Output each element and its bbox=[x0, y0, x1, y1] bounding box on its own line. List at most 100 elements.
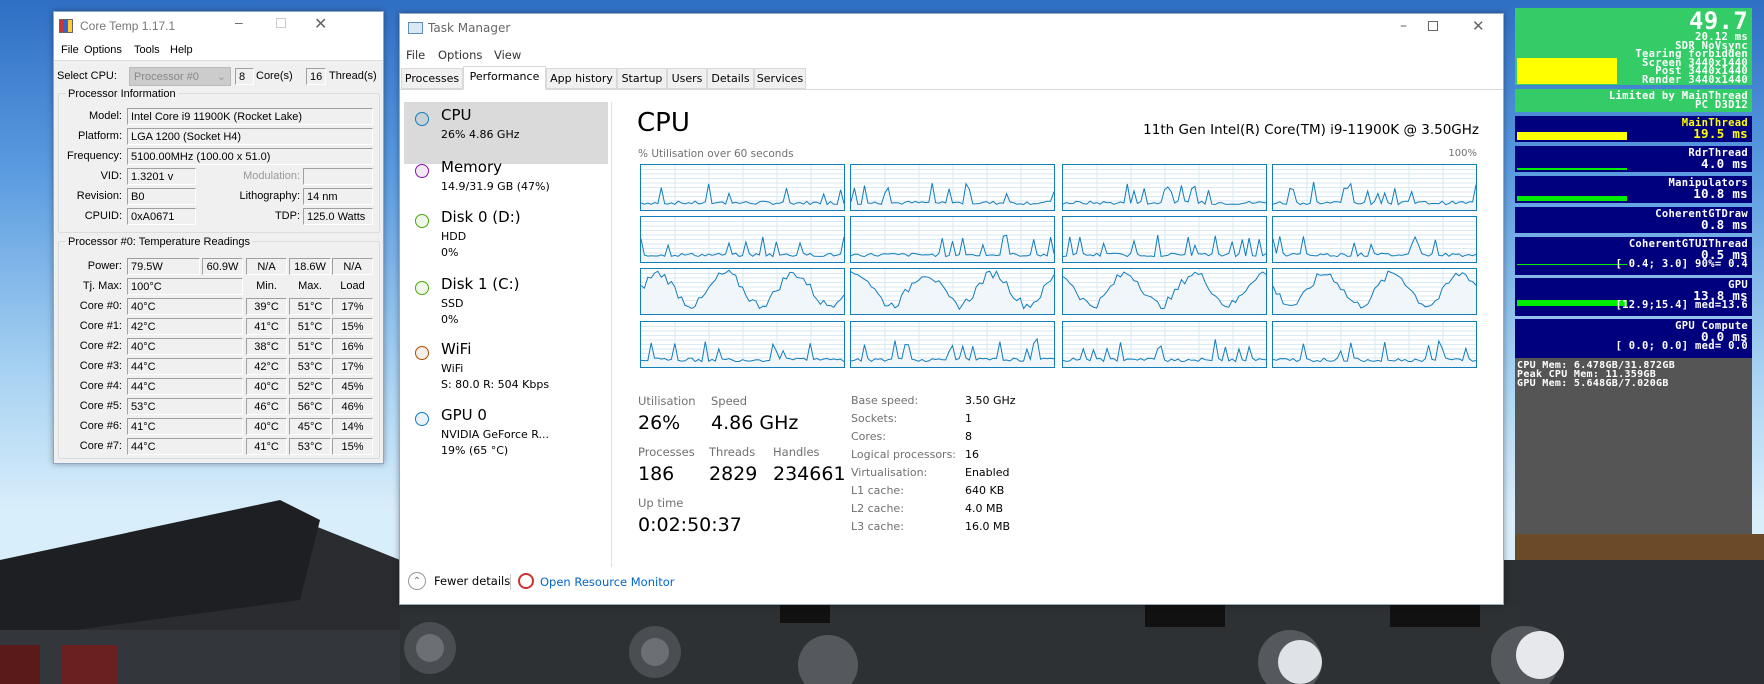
core-load: 16% bbox=[332, 338, 373, 355]
logical-processor-graph bbox=[1062, 268, 1267, 315]
utilisation-area bbox=[1063, 339, 1266, 367]
memory-line: GPU Mem: 5.648GB/7.020GB bbox=[1517, 378, 1669, 389]
detail-value: 16.0 MB bbox=[965, 520, 1011, 533]
threads-label: Threads bbox=[709, 445, 756, 459]
page-title: CPU bbox=[637, 108, 690, 138]
sidebar-item-detail: 14.9/31.9 GB (47%) bbox=[441, 180, 550, 193]
menu-tools[interactable]: Tools bbox=[134, 44, 160, 56]
core-label: Core #5: bbox=[79, 400, 122, 412]
sidebar-item-detail: SSD bbox=[441, 297, 464, 310]
sidebar-divider bbox=[611, 102, 612, 567]
detail-label: L1 cache: bbox=[851, 484, 904, 497]
processes-label: Processes bbox=[638, 445, 695, 459]
menu-options[interactable]: Options bbox=[84, 44, 122, 56]
sidebar-item-name: Disk 1 (C:) bbox=[441, 275, 520, 293]
menu-file[interactable]: File bbox=[61, 44, 79, 56]
detail-value: 3.50 GHz bbox=[965, 394, 1016, 407]
utilisation-line bbox=[850, 182, 1055, 206]
tab-details[interactable]: Details bbox=[707, 68, 754, 89]
minimize-button[interactable]: – bbox=[1400, 18, 1407, 34]
resource-indicator-icon bbox=[415, 214, 429, 228]
tab-processes[interactable]: Processes bbox=[401, 68, 463, 89]
sidebar-item-gpu-0[interactable]: GPU 0 NVIDIA GeForce R... 19% (65 °C) bbox=[404, 402, 608, 464]
logical-processor-graph bbox=[640, 216, 845, 263]
logical-processor-graph bbox=[1272, 164, 1477, 211]
menu-help[interactable]: Help bbox=[170, 44, 193, 56]
thread-name: CoherentGTDraw bbox=[1655, 208, 1748, 220]
detail-value: 640 KB bbox=[965, 484, 1005, 497]
sidebar-item-disk-0-d[interactable]: Disk 0 (D:) HDD 0% bbox=[404, 204, 608, 266]
tab-users[interactable]: Users bbox=[667, 68, 707, 89]
menu-options[interactable]: Options bbox=[438, 48, 483, 62]
core-load: 15% bbox=[332, 438, 373, 455]
maximize-button[interactable] bbox=[1428, 21, 1438, 31]
cores-count: 8 bbox=[235, 68, 254, 85]
menu-file[interactable]: File bbox=[406, 48, 426, 62]
core-min-temperature: 39°C bbox=[246, 298, 287, 315]
sidebar-item-detail: S: 80.0 R: 504 Kbps bbox=[441, 378, 550, 391]
threads-label: Thread(s) bbox=[329, 70, 377, 82]
cpuid-value: 0xA0671 bbox=[127, 208, 196, 225]
task-manager-titlebar[interactable]: Task Manager – ✕ bbox=[400, 14, 1503, 44]
utilisation-sparkline bbox=[1062, 322, 1267, 367]
graph-caption: % Utilisation over 60 seconds bbox=[638, 148, 794, 160]
thread-timing-coherentgtdraw: CoherentGTDraw 0.8 ms bbox=[1515, 207, 1752, 233]
processor-information-group bbox=[58, 93, 380, 233]
utilisation-sparkline bbox=[850, 217, 1055, 262]
threads-count: 16 bbox=[306, 68, 326, 85]
tjmax-label: Tj. Max: bbox=[82, 280, 122, 292]
utilisation-line bbox=[1272, 339, 1477, 363]
sidebar-item-wifi[interactable]: WiFi WiFi S: 80.0 R: 504 Kbps bbox=[404, 336, 608, 398]
sidebar-item-name: Disk 0 (D:) bbox=[441, 208, 521, 226]
core-temperature: 40°C bbox=[127, 298, 243, 315]
utilisation-line bbox=[1062, 339, 1267, 363]
core-temperature: 44°C bbox=[127, 378, 243, 395]
tdp-label: TDP: bbox=[274, 210, 300, 222]
utilisation-area bbox=[641, 341, 844, 367]
core-min-temperature: 40°C bbox=[246, 418, 287, 435]
close-button[interactable]: ✕ bbox=[314, 16, 328, 33]
power-gpu: N/A bbox=[332, 258, 373, 275]
lithography-value: 14 nm bbox=[303, 188, 373, 205]
thread-name: MainThread bbox=[1681, 117, 1748, 129]
logical-processor-graph bbox=[1062, 321, 1267, 368]
logical-processor-graph bbox=[1062, 216, 1267, 263]
tab-performance[interactable]: Performance bbox=[463, 66, 546, 90]
thread-name: CoherentGTUIThread bbox=[1628, 238, 1748, 250]
thread-name: GPU Compute bbox=[1675, 320, 1748, 332]
core-temperature: 41°C bbox=[127, 418, 243, 435]
open-resource-monitor-link[interactable]: Open Resource Monitor bbox=[540, 575, 675, 589]
tab-app-history[interactable]: App history bbox=[546, 68, 617, 89]
detail-label: Base speed: bbox=[851, 394, 919, 407]
utilisation-sparkline bbox=[640, 322, 845, 367]
sidebar-item-cpu[interactable]: CPU 26% 4.86 GHz bbox=[404, 102, 608, 164]
core-label: Core #2: bbox=[79, 340, 122, 352]
core-temp-titlebar[interactable]: Core Temp 1.17.1 – ✕ bbox=[54, 12, 383, 41]
maximize-button[interactable] bbox=[276, 18, 286, 28]
sidebar-item-name: GPU 0 bbox=[441, 406, 487, 424]
sidebar-item-name: Memory bbox=[441, 158, 503, 176]
utilisation-area bbox=[641, 236, 844, 262]
fewer-details-button[interactable]: ⌃ Fewer details bbox=[408, 572, 510, 592]
processor-select-value: Processor #0 bbox=[134, 71, 199, 83]
menu-view[interactable]: View bbox=[494, 48, 522, 62]
utilisation-line bbox=[1062, 235, 1267, 258]
cores-label: Core(s) bbox=[256, 70, 293, 82]
resource-indicator-icon bbox=[415, 281, 429, 295]
close-button[interactable]: ✕ bbox=[1472, 17, 1485, 35]
tab-services[interactable]: Services bbox=[754, 68, 806, 89]
thread-timing-value: 4.0 ms bbox=[1701, 155, 1748, 171]
minimize-button[interactable]: – bbox=[235, 14, 243, 30]
model-label: Model: bbox=[88, 110, 122, 122]
utilisation-value: 26% bbox=[638, 412, 681, 434]
tab-strip-divider bbox=[400, 89, 1503, 90]
sidebar-item-disk-1-c[interactable]: Disk 1 (C:) SSD 0% bbox=[404, 271, 608, 333]
sidebar-item-memory[interactable]: Memory 14.9/31.9 GB (47%) bbox=[404, 154, 608, 216]
thread-timing-value: 0.5 ms bbox=[1701, 246, 1748, 262]
revision-label: Revision: bbox=[76, 190, 122, 202]
detail-value: 8 bbox=[965, 430, 972, 443]
processor-select[interactable]: Processor #0 ⌄ bbox=[129, 67, 231, 86]
tab-startup[interactable]: Startup bbox=[617, 68, 667, 89]
utilisation-area bbox=[851, 235, 1054, 262]
logical-processor-graph bbox=[640, 321, 845, 368]
